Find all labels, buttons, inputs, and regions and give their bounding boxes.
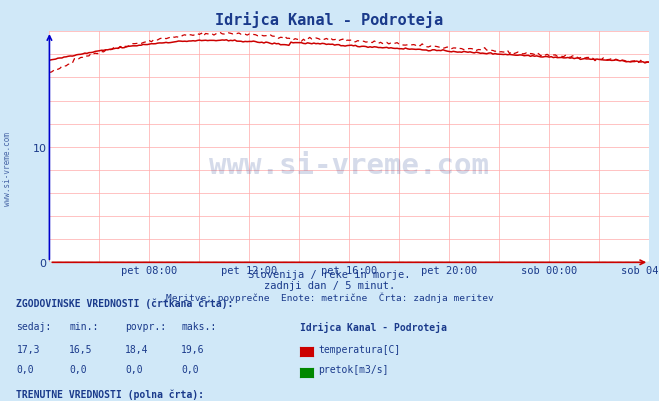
Text: 16,5: 16,5 [69, 344, 93, 354]
Text: 0,0: 0,0 [181, 365, 199, 375]
Text: temperatura[C]: temperatura[C] [318, 344, 401, 354]
Text: www.si-vreme.com: www.si-vreme.com [3, 132, 13, 205]
Text: maks.:: maks.: [181, 322, 216, 332]
Text: Idrijca Kanal - Podroteja: Idrijca Kanal - Podroteja [300, 322, 447, 332]
Text: Meritve: povprečne  Enote: metrične  Črta: zadnja meritev: Meritve: povprečne Enote: metrične Črta:… [165, 292, 494, 302]
Text: zadnji dan / 5 minut.: zadnji dan / 5 minut. [264, 281, 395, 291]
Text: 0,0: 0,0 [125, 365, 143, 375]
Text: min.:: min.: [69, 322, 99, 332]
Text: 0,0: 0,0 [16, 365, 34, 375]
Text: 17,3: 17,3 [16, 344, 40, 354]
Text: povpr.:: povpr.: [125, 322, 166, 332]
Text: ZGODOVINSKE VREDNOSTI (črtkana črta):: ZGODOVINSKE VREDNOSTI (črtkana črta): [16, 298, 234, 308]
Text: 19,6: 19,6 [181, 344, 205, 354]
Text: pretok[m3/s]: pretok[m3/s] [318, 365, 389, 375]
Text: sedaj:: sedaj: [16, 322, 51, 332]
Text: 18,4: 18,4 [125, 344, 149, 354]
Text: 0,0: 0,0 [69, 365, 87, 375]
Text: Slovenija / reke in morje.: Slovenija / reke in morje. [248, 269, 411, 279]
Text: Idrijca Kanal - Podroteja: Idrijca Kanal - Podroteja [215, 11, 444, 28]
Text: TRENUTNE VREDNOSTI (polna črta):: TRENUTNE VREDNOSTI (polna črta): [16, 389, 204, 399]
Text: www.si-vreme.com: www.si-vreme.com [210, 152, 489, 180]
